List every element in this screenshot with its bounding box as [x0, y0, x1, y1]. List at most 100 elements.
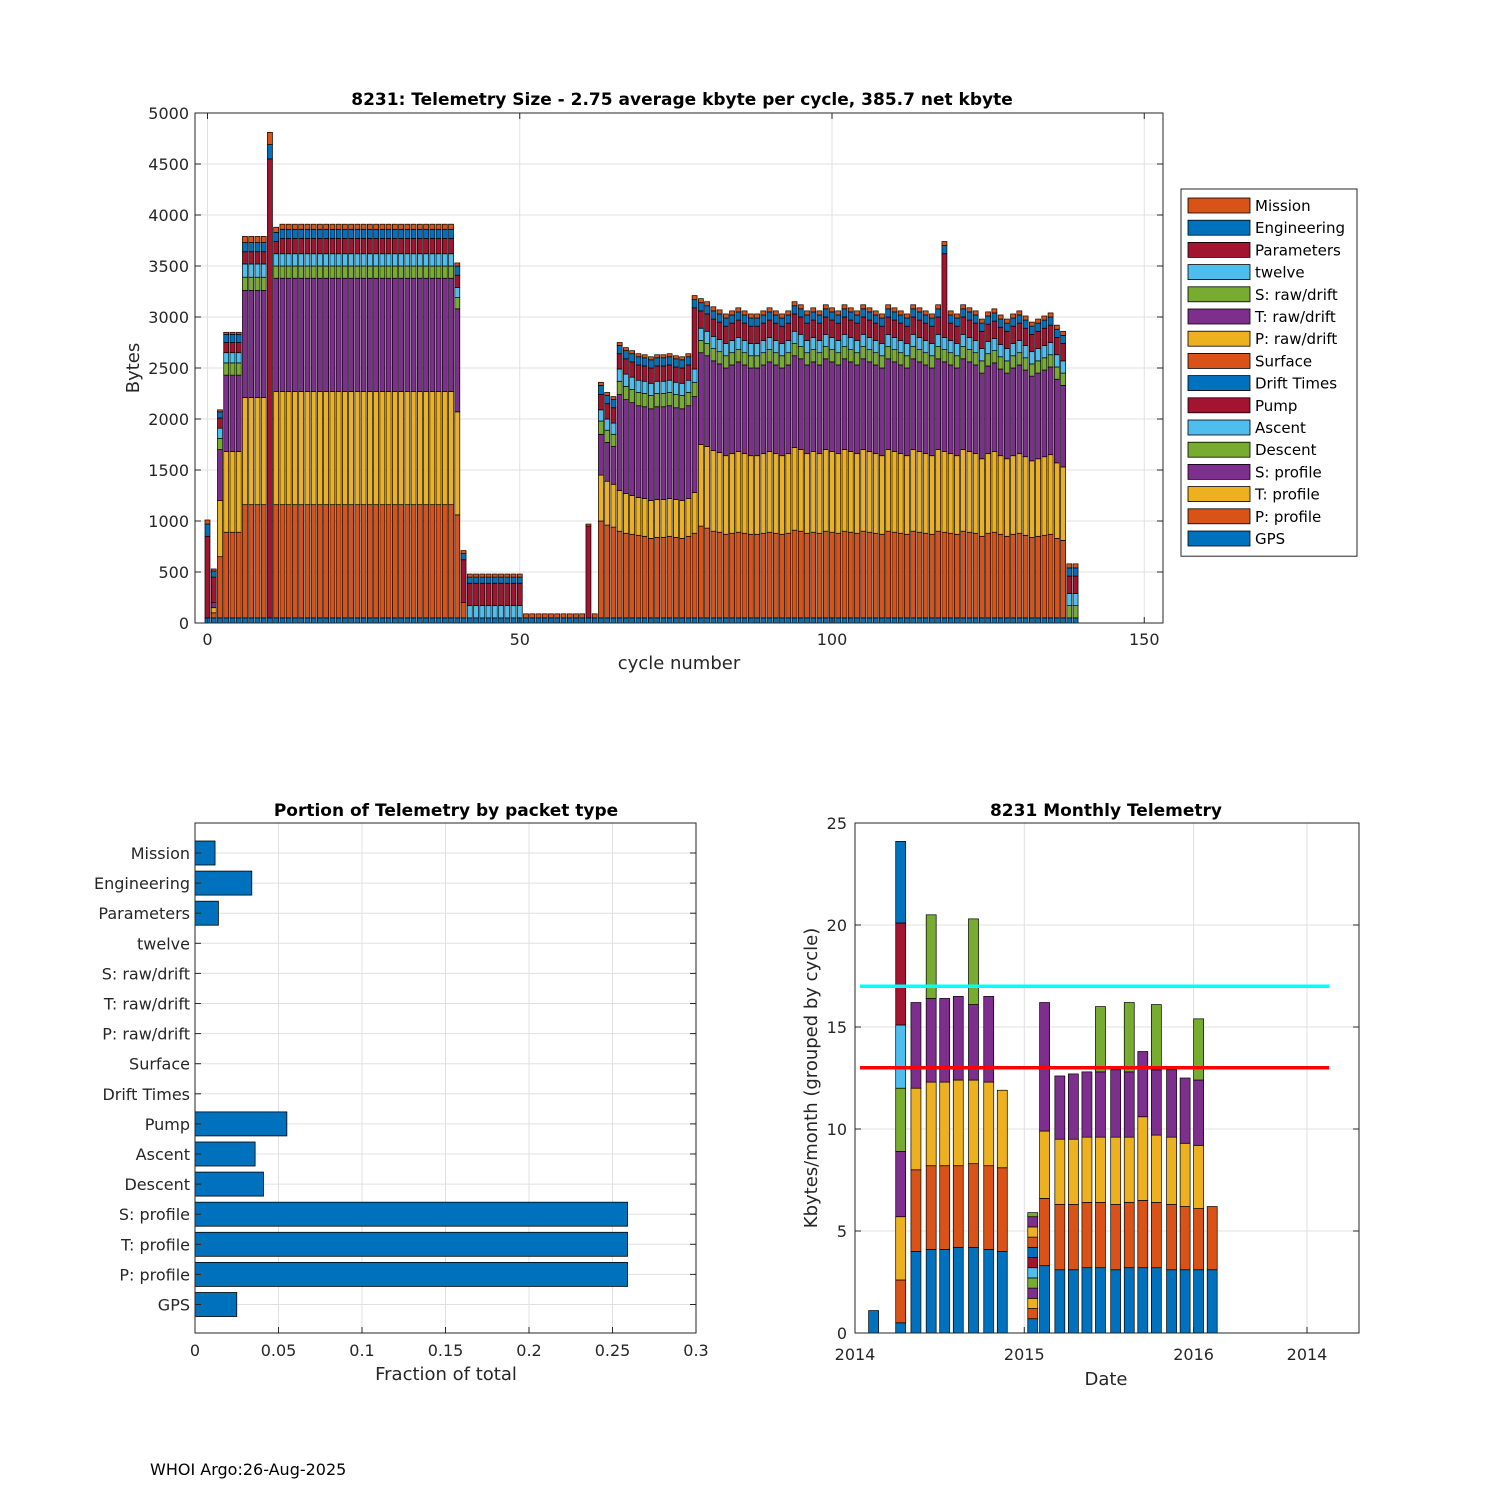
top-bar-segment: [1066, 575, 1073, 594]
top-bar-segment: [654, 380, 660, 394]
monthly-bar-segment: [1095, 1136, 1106, 1203]
top-bar-segment: [797, 346, 804, 360]
top-bar-segment: [329, 238, 336, 255]
top-bar-segment: [985, 365, 991, 455]
top-bar-segment: [922, 314, 929, 324]
top-bar-segment: [698, 444, 704, 527]
top-bar-segment: [391, 265, 398, 279]
top-bar-segment: [242, 242, 248, 253]
top-bar-segment: [791, 355, 798, 448]
top-bar-segment: [866, 319, 873, 338]
top-bar-segment: [491, 617, 498, 624]
top-bar-segment: [260, 263, 267, 278]
top-bar-segment: [835, 364, 842, 455]
top-bar-segment: [966, 311, 973, 321]
top-bar-segment: [335, 228, 342, 239]
top-bar-segment: [279, 238, 286, 255]
top-bars: [204, 132, 1079, 624]
top-bar-segment: [279, 277, 286, 392]
top-bar-segment: [685, 353, 692, 358]
top-bar-segment: [1035, 330, 1041, 349]
top-bar-segment: [954, 367, 960, 457]
top-bar-segment: [691, 532, 698, 619]
monthly-bar-segment: [1179, 1269, 1191, 1334]
top-bar-segment: [991, 451, 998, 533]
top-bar-segment: [722, 617, 729, 624]
top-bar-segment: [435, 277, 442, 392]
top-bar-segment: [679, 382, 685, 396]
top-bar-segment: [373, 504, 379, 619]
top-bar-segment: [267, 158, 273, 619]
portion-category-label: S: profile: [119, 1205, 190, 1224]
top-bar-segment: [954, 355, 960, 369]
top-bar-segment: [960, 449, 967, 532]
top-bar-segment: [1010, 313, 1016, 319]
top-bar-segment: [616, 368, 623, 382]
top-bar-segment: [1041, 319, 1048, 329]
top-bar-segment: [391, 391, 398, 506]
top-bar-segment: [766, 349, 773, 363]
top-bar-segment: [210, 576, 217, 603]
top-bar-segment: [810, 307, 817, 313]
top-bar-segment: [267, 617, 273, 624]
top-bar-segment: [404, 253, 411, 267]
top-bar-segment: [698, 327, 704, 341]
top-bar-segment: [398, 277, 404, 392]
top-bar-segment: [1016, 340, 1023, 354]
top-bar-segment: [654, 393, 660, 408]
top-bar-segment: [485, 582, 492, 607]
top-bar-segment: [666, 356, 673, 366]
monthly-bar-segment: [1027, 1226, 1039, 1238]
top-bar-segment: [729, 352, 735, 366]
top-bar-segment: [398, 617, 404, 624]
top-bar-segment: [1066, 563, 1073, 569]
top-bar-segment: [304, 265, 311, 279]
portion-chart: Portion of Telemetry by packet type 0 0.0…: [94, 801, 709, 1385]
top-ytick-label: 2500: [148, 359, 189, 378]
monthly-bar-segment: [983, 996, 995, 1083]
monthly-bar-segment: [1039, 1130, 1050, 1199]
top-bar-segment: [229, 617, 236, 624]
top-bar-segment: [367, 228, 373, 239]
top-bar-segment: [935, 316, 942, 335]
top-bar-segment: [979, 617, 985, 624]
top-bar-segment: [685, 617, 692, 624]
top-bar-segment: [910, 308, 917, 318]
top-bar-segment: [916, 311, 923, 321]
top-bar-segment: [985, 323, 991, 342]
top-bar-segment: [947, 314, 954, 324]
top-bar-segment: [641, 380, 648, 394]
top-bar-segment: [229, 374, 236, 452]
top-bar-segment: [741, 617, 748, 624]
top-bar-segment: [841, 358, 848, 450]
top-bar-segment: [373, 228, 379, 239]
top-bar-segment: [816, 310, 823, 316]
top-bar-segment: [317, 223, 323, 230]
top-bar-segment: [1022, 456, 1029, 536]
top-bar-segment: [960, 308, 967, 318]
top-bar-segment: [317, 277, 323, 392]
top-bar-segment: [260, 397, 267, 506]
top-bar-segment: [910, 346, 917, 360]
top-bar-segment: [342, 277, 348, 392]
top-bar-segment: [904, 317, 910, 327]
top-bar-segment: [935, 333, 942, 347]
top-bar-segment: [504, 617, 511, 624]
top-bar-segment: [735, 307, 742, 313]
portion-xtick-label: 0.3: [683, 1341, 708, 1360]
top-bar-segment: [829, 361, 835, 452]
top-bar-segment: [548, 617, 554, 624]
top-bar-segment: [448, 253, 454, 267]
top-bar-segment: [673, 394, 679, 409]
top-bar-segment: [223, 333, 230, 343]
top-bar-segment: [979, 348, 985, 362]
top-bar-segment: [904, 455, 910, 535]
top-bar-segment: [435, 228, 442, 239]
top-bar-segment: [716, 531, 723, 619]
top-bar-segment: [741, 314, 748, 324]
top-bar-segment: [1041, 456, 1048, 536]
monthly-bar-segment: [1027, 1318, 1039, 1334]
monthly-bar-segment: [983, 1081, 995, 1167]
monthly-bar-segment: [1027, 1308, 1039, 1320]
top-legend-swatch: [1187, 397, 1251, 414]
